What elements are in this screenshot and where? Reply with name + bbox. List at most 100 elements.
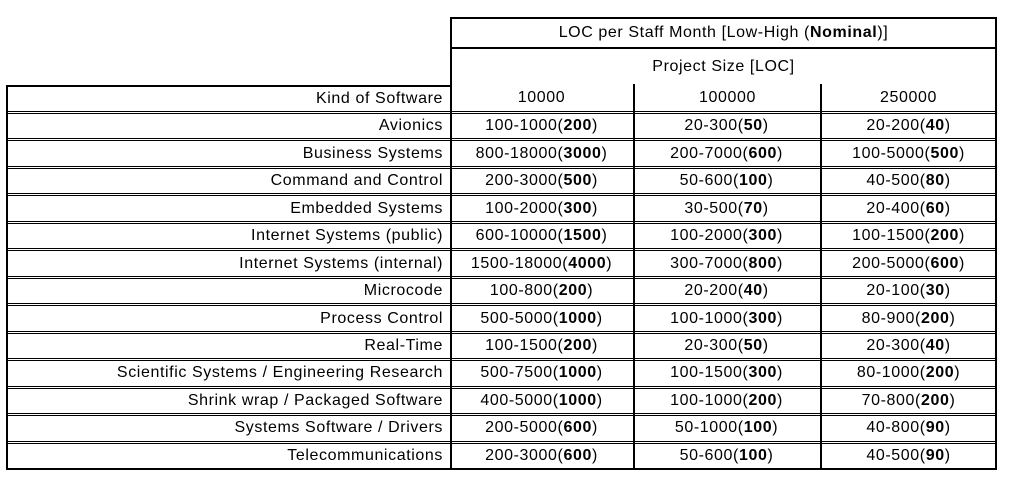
nominal-value: 200 [930, 227, 959, 245]
nominal-value: 1000 [558, 364, 597, 382]
cell-100000: 100-1500(300) [670, 364, 783, 382]
cell-250000: 40-500(80) [866, 172, 951, 190]
row-label: Internet Systems (public) [251, 227, 443, 245]
nominal-value: 40 [743, 282, 763, 300]
nominal-value: 600 [930, 254, 959, 272]
title-nominal-bold: Nominal [809, 24, 878, 41]
table-row-internet-systems-internal: Internet Systems (internal) 1500-18000(4… [6, 251, 997, 275]
nominal-value: 800 [748, 254, 777, 272]
cell-100000: 20-300(50) [684, 336, 769, 354]
cell-10000: 500-7500(1000) [480, 364, 603, 382]
row-separator [6, 165, 997, 169]
nominal-value: 600 [748, 144, 777, 162]
divider-col-10000-100000 [633, 84, 635, 470]
title-underline [450, 47, 997, 49]
cell-100000: 50-600(100) [679, 172, 774, 190]
cell-100000: 50-600(100) [679, 446, 774, 464]
nominal-value: 100 [743, 419, 773, 437]
table-body: Avionics 100-1000(200) 20-300(50) 20-200… [6, 114, 997, 468]
nominal-value: 200 [920, 309, 950, 327]
nominal-value: 300 [748, 364, 777, 382]
row-separator [6, 193, 997, 197]
table-row-business-systems: Business Systems 800-18000(3000) 200-700… [6, 141, 997, 165]
table-row-command-and-control: Command and Control 200-3000(500) 50-600… [6, 169, 997, 193]
title-text: LOC per Staff Month [Low-High ( [558, 24, 810, 41]
loc-productivity-table: LOC per Staff Month [Low-High (Nominal)]… [6, 17, 997, 470]
table-row-real-time: Real-Time 100-1500(200) 20-300(50) 20-30… [6, 334, 997, 358]
project-size-header: Project Size [LOC] [652, 57, 795, 75]
cell-10000: 100-800(200) [489, 282, 594, 300]
row-label: Scientific Systems / Engineering Researc… [116, 364, 443, 382]
row-label: Systems Software / Drivers [234, 419, 443, 437]
nominal-value: 30 [925, 282, 945, 300]
row-label: Avionics [378, 117, 443, 135]
table-row-internet-systems-public: Internet Systems (public) 600-10000(1500… [6, 224, 997, 248]
nominal-value: 40 [925, 336, 945, 354]
cell-10000: 400-5000(1000) [480, 391, 603, 409]
kind-of-software-header: Kind of Software [316, 90, 443, 107]
row-separator [6, 413, 997, 417]
row-label: Shrink wrap / Packaged Software [187, 391, 443, 409]
nominal-value: 600 [563, 446, 592, 464]
nominal-value: 4000 [568, 254, 607, 272]
table-row-embedded-systems: Embedded Systems 100-2000(300) 30-500(70… [6, 196, 997, 220]
cell-100000: 100-2000(300) [670, 227, 783, 245]
row-label: Embedded Systems [290, 199, 443, 217]
nominal-value: 200 [920, 391, 950, 409]
table-left-border [6, 85, 8, 470]
cell-100000: 50-1000(100) [674, 419, 779, 437]
row-label: Business Systems [302, 144, 443, 162]
cell-100000: 100-1000(300) [670, 309, 783, 327]
cell-250000: 40-500(90) [866, 446, 951, 464]
cell-10000: 500-5000(1000) [480, 309, 603, 327]
nominal-value: 1000 [558, 309, 597, 327]
table-row-systems-software-drivers: Systems Software / Drivers 200-5000(600)… [6, 416, 997, 440]
cell-10000: 800-18000(3000) [475, 144, 608, 162]
table-row-avionics: Avionics 100-1000(200) 20-300(50) 20-200… [6, 114, 997, 138]
cell-10000: 100-2000(300) [485, 199, 598, 217]
row-label: Command and Control [270, 172, 443, 190]
col-header-100000: 100000 [699, 88, 756, 106]
nominal-value: 50 [743, 336, 763, 354]
row-separator [6, 138, 997, 142]
cell-250000: 100-5000(500) [852, 144, 965, 162]
table-bottom-border [6, 468, 997, 470]
nominal-value: 300 [563, 199, 592, 217]
nominal-value: 100 [738, 172, 768, 190]
nominal-value: 200 [748, 391, 777, 409]
nominal-value: 1000 [558, 391, 597, 409]
col-header-250000: 250000 [880, 88, 937, 106]
title-text-close: )] [877, 24, 889, 41]
table-title: LOC per Staff Month [Low-High (Nominal)] [452, 19, 995, 47]
table-row-process-control: Process Control 500-5000(1000) 100-1000(… [6, 306, 997, 330]
row-separator [6, 358, 997, 362]
cell-10000: 200-5000(600) [485, 419, 598, 437]
nominal-value: 200 [925, 364, 955, 382]
cell-10000: 100-1000(200) [485, 117, 598, 135]
divider-col-100000-250000 [820, 84, 822, 470]
nominal-value: 200 [558, 282, 588, 300]
nominal-value: 1500 [563, 227, 602, 245]
row-label: Microcode [363, 282, 443, 300]
cell-250000: 20-100(30) [866, 282, 951, 300]
cell-100000: 200-7000(600) [670, 144, 783, 162]
cell-250000: 20-400(60) [866, 199, 951, 217]
row-separator [6, 330, 997, 334]
cell-100000: 20-200(40) [684, 282, 769, 300]
cell-100000: 20-300(50) [684, 117, 769, 135]
cell-10000: 600-10000(1500) [475, 227, 608, 245]
table-row-scientific-systems: Scientific Systems / Engineering Researc… [6, 361, 997, 385]
header-separator-rule [6, 111, 997, 114]
row-separator [6, 275, 997, 279]
nominal-value: 500 [563, 172, 592, 190]
col-header-10000: 10000 [517, 88, 566, 106]
nominal-value: 70 [743, 199, 763, 217]
cell-250000: 100-1500(200) [852, 227, 965, 245]
row-label: Internet Systems (internal) [239, 254, 443, 272]
table-row-microcode: Microcode 100-800(200) 20-200(40) 20-100… [6, 279, 997, 303]
nominal-value: 100 [738, 446, 768, 464]
cell-100000: 100-1000(200) [670, 391, 783, 409]
cell-100000: 30-500(70) [684, 199, 769, 217]
cell-250000: 80-900(200) [861, 309, 956, 327]
cell-250000: 200-5000(600) [852, 254, 965, 272]
